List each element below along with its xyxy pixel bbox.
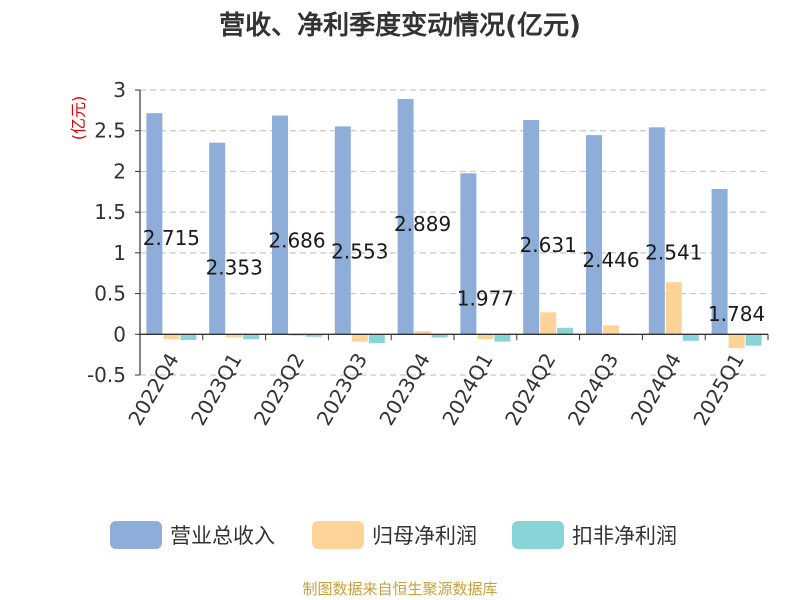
x-tick-label-2024Q4: 2024Q4	[626, 349, 686, 430]
bar-2025Q1-s1	[728, 334, 745, 349]
x-tick-label-2023Q2: 2023Q2	[249, 349, 309, 430]
bar-2023Q4-s1	[414, 331, 431, 335]
bar-2024Q4-s0	[648, 127, 665, 335]
bar-2024Q2-s0	[523, 120, 540, 335]
bar-2024Q2-s1	[540, 312, 557, 335]
bar-2023Q1-s2	[243, 334, 260, 340]
bar-2024Q1-s0	[460, 173, 477, 335]
legend-label-1: 归母净利润	[372, 524, 477, 548]
bar-2023Q4-s2	[431, 334, 448, 338]
y-tick-label: 1.5	[94, 200, 126, 224]
bar-2023Q1-s0	[209, 142, 226, 335]
data-label-2023Q1: 2.353	[206, 256, 263, 280]
x-tick-label-2024Q3: 2024Q3	[563, 349, 623, 430]
data-label-2023Q3: 2.553	[331, 239, 388, 263]
y-tick-label: 0.5	[94, 282, 126, 306]
legend-swatch-0	[110, 521, 162, 549]
bar-2023Q2-s0	[272, 115, 288, 335]
x-tick-label-2023Q4: 2023Q4	[374, 349, 434, 430]
bar-2024Q2-s2	[557, 327, 574, 335]
legend-swatch-2	[512, 521, 564, 549]
bar-2023Q1-s1	[226, 334, 243, 338]
bars	[146, 99, 762, 349]
legend: 营业总收入 归母净利润 扣非净利润	[110, 521, 677, 549]
data-label-2024Q1: 1.977	[457, 286, 514, 310]
legend-swatch-1	[312, 521, 364, 549]
legend-label-2: 扣非净利润	[572, 524, 677, 548]
data-label-2023Q2: 2.686	[268, 229, 325, 253]
bar-2024Q3-s0	[586, 135, 602, 335]
bar-2023Q3-s1	[351, 334, 368, 342]
y-tick-label: 2.5	[94, 119, 126, 143]
chart-title: 营收、净利季度变动情况(亿元)	[219, 10, 581, 41]
x-tick-label-2023Q1: 2023Q1	[186, 349, 246, 430]
data-label-2023Q4: 2.889	[394, 212, 451, 236]
bar-2022Q4-s2	[180, 334, 197, 340]
data-label-2022Q4: 2.715	[143, 226, 200, 250]
bar-2024Q4-s2	[682, 334, 699, 341]
bar-2023Q2-s2	[306, 334, 322, 337]
y-tick-label: 1	[113, 241, 126, 265]
bar-2022Q4-s1	[163, 334, 180, 340]
bar-2025Q1-s0	[711, 189, 728, 335]
bar-2024Q1-s2	[494, 334, 511, 342]
y-tick-label: 0	[113, 322, 126, 346]
legend-label-0: 营业总收入	[170, 524, 275, 548]
x-tick-label-2022Q4: 2022Q4	[123, 349, 183, 430]
bar-2023Q4-s0	[397, 99, 414, 335]
bar-2024Q4-s1	[665, 282, 682, 335]
bar-2023Q2-s1	[289, 334, 305, 336]
source-note: 制图数据来自恒生聚源数据库	[302, 580, 497, 598]
data-label-2024Q2: 2.631	[520, 233, 577, 257]
bar-2024Q3-s1	[603, 325, 619, 335]
y-tick-label: 2	[113, 159, 126, 183]
y-tick-label: -0.5	[87, 363, 126, 387]
gridlines	[140, 89, 768, 376]
bar-2024Q1-s1	[477, 334, 494, 340]
x-tick-label-2023Q3: 2023Q3	[312, 349, 372, 430]
bar-2023Q3-s2	[368, 334, 385, 344]
bar-2022Q4-s0	[146, 113, 163, 335]
bar-2025Q1-s2	[745, 334, 762, 346]
bar-2023Q3-s0	[334, 126, 351, 335]
data-label-2025Q1: 1.784	[708, 302, 765, 326]
data-label-2024Q4: 2.541	[645, 240, 702, 264]
x-tick-label-2025Q1: 2025Q1	[688, 349, 748, 430]
x-tick-label-2024Q1: 2024Q1	[437, 349, 497, 430]
y-axis-unit-label: (亿元)	[69, 96, 88, 141]
y-tick-label: 3	[113, 78, 126, 102]
data-label-2024Q3: 2.446	[582, 248, 639, 272]
x-tick-label-2024Q2: 2024Q2	[500, 349, 560, 430]
